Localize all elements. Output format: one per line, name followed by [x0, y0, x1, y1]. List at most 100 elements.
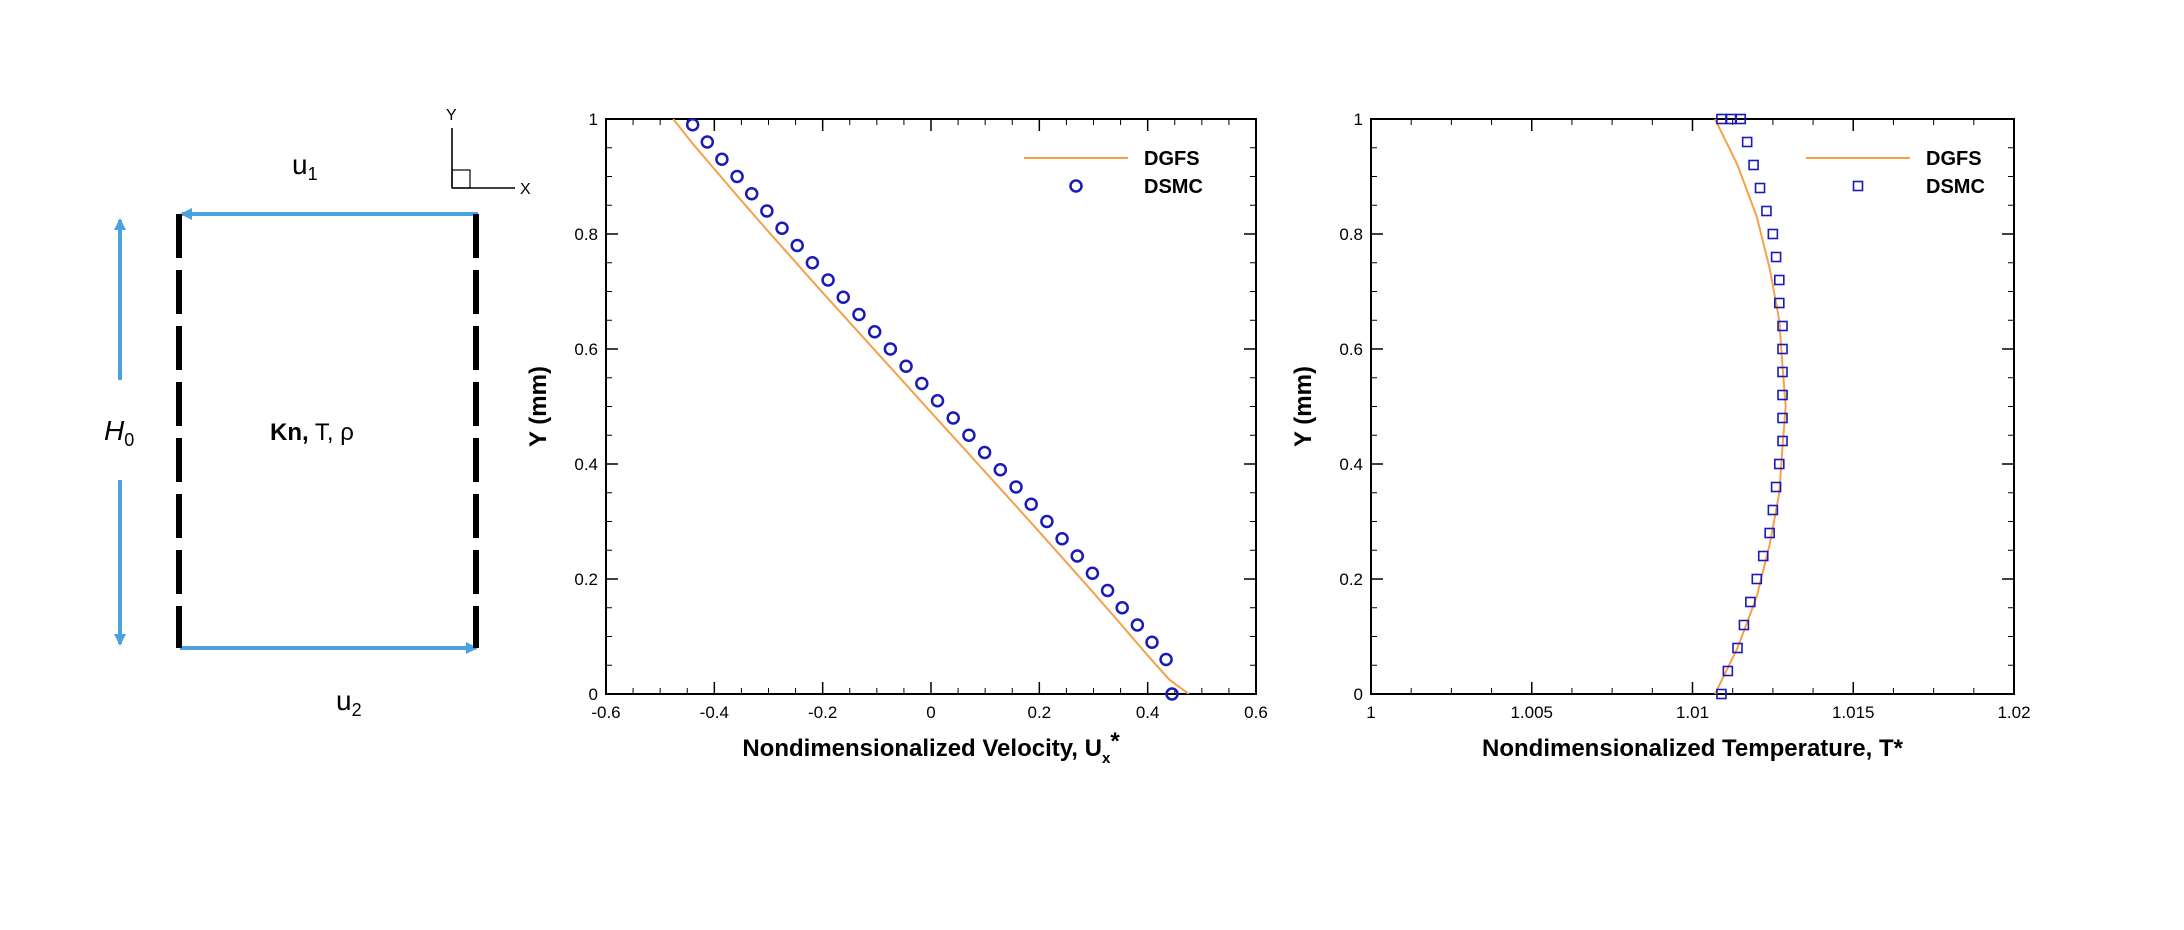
series-dsmc-point — [930, 394, 945, 408]
y-tick-label: 0.2 — [574, 570, 598, 589]
x-axis-title: Nondimensionalized Velocity, Ux* — [742, 728, 1120, 767]
legend-label: DSMC — [1144, 176, 1203, 198]
height-label: H0 — [104, 415, 134, 450]
series-dgfs-line — [1714, 119, 1787, 694]
series-dsmc-point — [1764, 527, 1775, 539]
legend-label: DGFS — [1926, 148, 1982, 170]
series-dsmc-point — [1777, 412, 1788, 424]
series-dsmc-point — [1159, 652, 1173, 667]
series-dsmc-point — [775, 221, 789, 235]
series-dsmc-point — [1770, 481, 1782, 493]
bottom-wall-velocity-label: u2 — [336, 685, 362, 720]
series-dsmc-point — [867, 325, 882, 339]
series-dsmc-point — [1085, 566, 1100, 580]
plot-frame — [1370, 118, 2015, 695]
series-dsmc-point — [1130, 618, 1145, 632]
axis-y-label: Y — [446, 107, 457, 124]
legend-label: DSMC — [1926, 176, 1985, 198]
x-tick-label: 1.015 — [1832, 703, 1875, 722]
series-dsmc-point — [1745, 596, 1756, 608]
plot-area — [1714, 119, 1787, 694]
series-dsmc-point — [1722, 665, 1734, 677]
series-dsmc-point — [1165, 687, 1179, 701]
domain-properties-label: Kn, T, ρ — [270, 419, 354, 446]
series-dsmc-point — [852, 307, 866, 322]
series-dsmc-point — [1774, 297, 1785, 309]
legend-label: DGFS — [1144, 148, 1200, 170]
series-dsmc-point — [805, 256, 820, 270]
series-dsmc-point — [1767, 228, 1779, 240]
x-tick-label: -0.4 — [700, 703, 729, 722]
series-dsmc-point — [1115, 601, 1129, 615]
y-tick-label: 0.4 — [574, 455, 598, 474]
y-tick-label: 0.6 — [1339, 340, 1363, 359]
top-wall-velocity-label: u1 — [292, 149, 318, 184]
series-dsmc-point — [1732, 642, 1743, 654]
series-dsmc-point — [962, 428, 976, 442]
series-dsmc-point — [1777, 389, 1788, 401]
series-dsmc-point — [1777, 366, 1788, 378]
series-dsmc-point — [1716, 688, 1727, 700]
y-tick-label: 0.2 — [1339, 570, 1363, 589]
y-tick-label: 0.6 — [574, 340, 598, 359]
coordinate-axes-icon: Y X — [446, 107, 531, 198]
x-tick-label: 0.6 — [1244, 703, 1268, 722]
x-tick-label: 0.4 — [1136, 703, 1160, 722]
axis-x-label: X — [520, 181, 531, 198]
series-dsmc-point — [899, 359, 913, 373]
series-dsmc-point — [883, 342, 898, 356]
y-tick-label: 0.8 — [574, 225, 598, 244]
y-tick-label: 0 — [1354, 685, 1363, 704]
series-dsmc-point — [1070, 549, 1084, 563]
couette-schematic: Y X u1 u2 H0 Kn, T, ρ — [104, 107, 531, 720]
series-dsmc-point — [1024, 497, 1038, 511]
series-dsmc-point — [700, 135, 715, 149]
series-dsmc-point — [685, 118, 700, 132]
series-dsmc-point — [760, 204, 774, 218]
series-dsmc-point — [1716, 113, 1727, 125]
series-dsmc-point — [946, 411, 960, 425]
y-tick-label: 0.8 — [1339, 225, 1363, 244]
series-dgfs-line — [672, 119, 1190, 694]
legend-marker-swatch — [1069, 179, 1083, 193]
series-dsmc-point — [1055, 532, 1069, 546]
series-dsmc-point — [1748, 159, 1759, 171]
x-tick-label: -0.6 — [591, 703, 620, 722]
series-dsmc-point — [1145, 635, 1159, 649]
series-dsmc-point — [1040, 514, 1054, 529]
y-tick-label: 1 — [589, 110, 598, 129]
x-tick-label: 1.02 — [1997, 703, 2030, 722]
series-dsmc-point — [744, 187, 759, 201]
series-dsmc-point — [836, 290, 850, 304]
x-tick-label: 0.2 — [1028, 703, 1052, 722]
y-axis-title: Y (mm) — [1290, 366, 1317, 447]
series-dsmc-point — [977, 445, 992, 460]
series-dsmc-point — [1751, 573, 1763, 585]
y-axis-title: Y (mm) — [525, 366, 552, 447]
series-dsmc-point — [1100, 583, 1115, 598]
velocity-profile-chart: -0.6 -0.4 -0.2 0 0.2 0.4 0.6 0 0.2 0.4 0.6 0.8 1 Nond… — [525, 110, 1268, 767]
series-dsmc-point — [790, 238, 804, 253]
series-dsmc-point — [1774, 274, 1785, 286]
x-tick-label: -0.2 — [808, 703, 837, 722]
series-dsmc-point — [730, 169, 744, 184]
series-dsmc-point — [1774, 458, 1785, 470]
series-dsmc-point — [1738, 619, 1750, 631]
series-dsmc-point — [1009, 480, 1023, 494]
series-dsmc-point — [715, 152, 729, 166]
series-dsmc-point — [1757, 550, 1769, 562]
y-tick-label: 0.4 — [1339, 455, 1363, 474]
series-dsmc-point — [1770, 251, 1782, 263]
y-tick-label: 0 — [589, 685, 598, 704]
series-dsmc-point — [1761, 205, 1772, 217]
x-tick-label: 1.005 — [1510, 703, 1553, 722]
y-tick-label: 1 — [1354, 110, 1363, 129]
series-dsmc-point — [821, 273, 835, 287]
series-dsmc-point — [915, 376, 929, 391]
legend-marker-swatch — [1852, 180, 1864, 192]
series-dsmc-point — [1777, 435, 1788, 447]
x-tick-label: 1.01 — [1676, 703, 1709, 722]
plot-area — [672, 119, 1190, 694]
series-dsmc-point — [1741, 136, 1753, 148]
